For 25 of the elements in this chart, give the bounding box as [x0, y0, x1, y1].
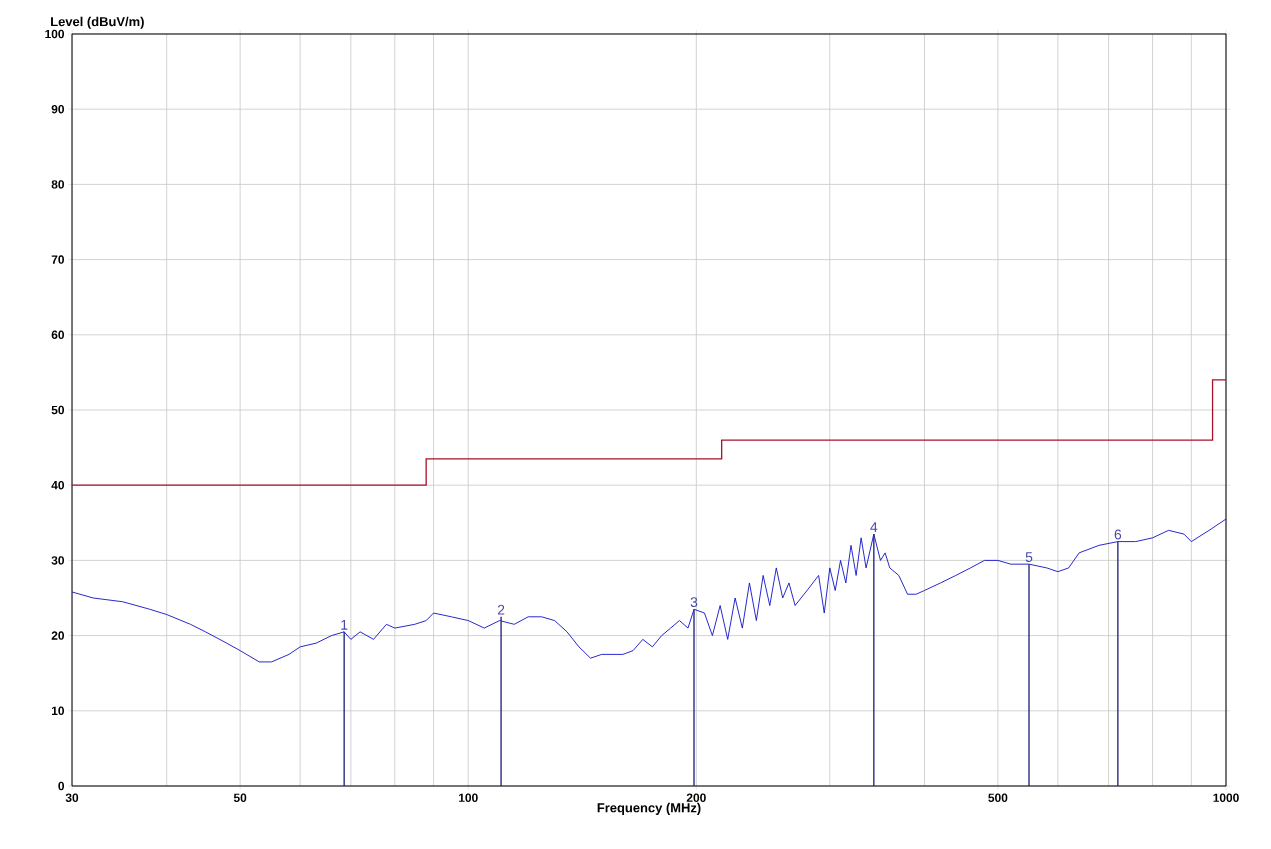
y-tick-label: 20 [51, 631, 65, 640]
y-tick-label: 50 [51, 405, 65, 415]
annotation: 6 [1114, 529, 1122, 540]
x-tick-label: 500 [988, 793, 1008, 802]
annotation: 5 [1025, 552, 1033, 562]
x-tick-label: 50 [233, 793, 247, 802]
y-tick-label: 60 [51, 330, 65, 340]
annotation: 2 [497, 604, 505, 615]
y-tick-label: 90 [51, 104, 65, 114]
y-tick-label: 30 [51, 556, 65, 565]
y-tick-label: 70 [51, 255, 65, 264]
y-tick-label: 0 [58, 781, 65, 791]
y-tick-label: 10 [51, 706, 65, 716]
x-tick-label: 100 [459, 793, 478, 802]
x-tick-label: 1000 [1213, 793, 1239, 802]
annotation: 1 [341, 620, 348, 630]
y-tick-label: 100 [45, 29, 65, 39]
y-tick-label: 40 [51, 480, 65, 490]
y-tick-label: 80 [51, 180, 65, 189]
x-tick-label: 200 [686, 793, 706, 802]
x-tick-label: 30 [65, 793, 79, 802]
y-axis-title: Level (dBuV/m) [51, 16, 144, 29]
x-axis-title: Frequency (MHz) [597, 802, 701, 815]
annotation: 3 [690, 597, 698, 608]
annotation: 4 [870, 522, 878, 532]
